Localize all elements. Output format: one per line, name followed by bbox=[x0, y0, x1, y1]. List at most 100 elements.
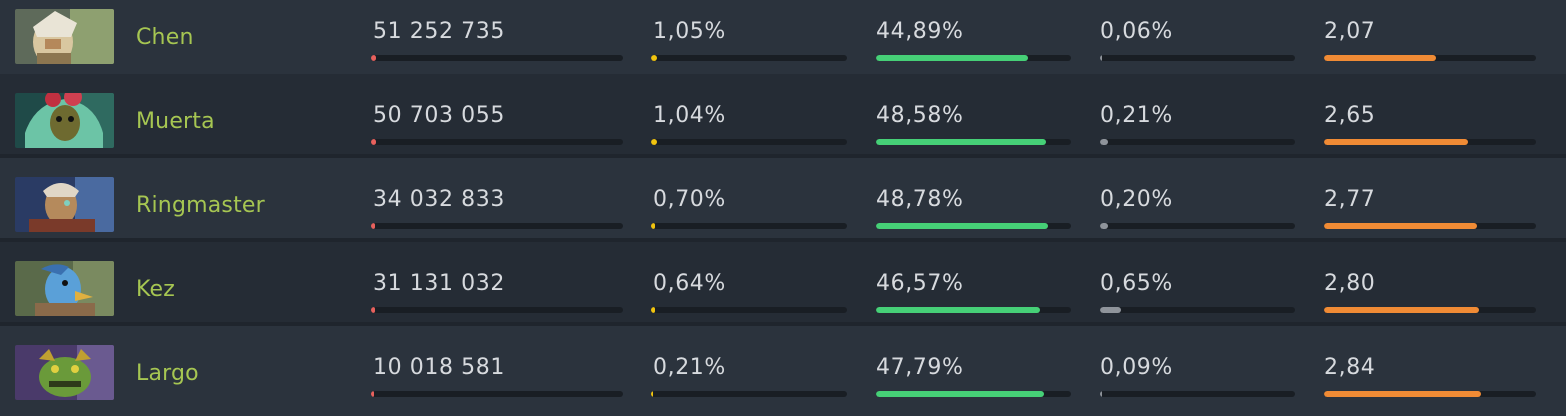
matches-cell: 31 131 032 bbox=[373, 272, 505, 296]
ban-rate-cell: 0,65% bbox=[1100, 272, 1173, 296]
hero-name[interactable]: Largo bbox=[136, 361, 199, 386]
kda-cell: 2,80 bbox=[1324, 272, 1375, 296]
win-rate-cell: 44,89% bbox=[876, 20, 964, 44]
hero-avatar[interactable] bbox=[15, 9, 114, 64]
win-rate-bar bbox=[876, 391, 1071, 397]
matches-bar bbox=[371, 307, 623, 313]
kda-bar-fill bbox=[1324, 223, 1477, 229]
kda-bar-fill bbox=[1324, 139, 1469, 145]
win-rate-bar-fill bbox=[876, 391, 1044, 397]
ban-rate-value: 0,09% bbox=[1100, 355, 1173, 380]
hero-name[interactable]: Ringmaster bbox=[136, 193, 265, 218]
hero-avatar[interactable] bbox=[15, 177, 114, 232]
ban-rate-bar-fill bbox=[1100, 223, 1108, 229]
matches-bar bbox=[371, 223, 623, 229]
ban-rate-cell: 0,20% bbox=[1100, 188, 1173, 212]
hero-avatar[interactable] bbox=[15, 345, 114, 400]
pick-rate-bar bbox=[651, 307, 847, 313]
win-rate-bar bbox=[876, 223, 1071, 229]
win-rate-bar-fill bbox=[876, 223, 1048, 229]
win-rate-bar-fill bbox=[876, 55, 1029, 61]
kda-bar-fill bbox=[1324, 55, 1437, 61]
pick-rate-cell: 1,04% bbox=[653, 104, 726, 128]
win-rate-value: 44,89% bbox=[876, 19, 964, 44]
pick-rate-cell: 1,05% bbox=[653, 20, 726, 44]
kez-portrait-icon bbox=[15, 261, 114, 316]
chen-portrait-icon bbox=[15, 9, 114, 64]
kda-value: 2,80 bbox=[1324, 271, 1376, 296]
win-rate-cell: 48,78% bbox=[876, 188, 964, 212]
hero-avatar[interactable] bbox=[15, 261, 114, 316]
kda-cell: 2,77 bbox=[1324, 188, 1375, 212]
ban-rate-bar bbox=[1100, 391, 1295, 397]
hero-name[interactable]: Muerta bbox=[136, 109, 215, 134]
pick-rate-bar-fill bbox=[651, 391, 654, 397]
ban-rate-bar bbox=[1100, 55, 1295, 61]
pick-rate-bar-fill bbox=[651, 55, 657, 61]
ban-rate-bar-fill bbox=[1100, 139, 1108, 145]
matches-bar bbox=[371, 55, 623, 61]
pick-rate-bar bbox=[651, 391, 847, 397]
win-rate-value: 47,79% bbox=[876, 355, 964, 380]
kda-value: 2,07 bbox=[1324, 19, 1376, 44]
table-row[interactable]: Chen 51 252 735 1,05% 44,89% 0,06% 2,07 bbox=[0, 0, 1566, 74]
ban-rate-cell: 0,09% bbox=[1100, 356, 1173, 380]
pick-rate-cell: 0,70% bbox=[653, 188, 726, 212]
ban-rate-value: 0,21% bbox=[1100, 103, 1173, 128]
matches-cell: 51 252 735 bbox=[373, 20, 505, 44]
table-row[interactable]: Muerta 50 703 055 1,04% 48,58% 0,21% 2,6… bbox=[0, 74, 1566, 154]
matches-value: 51 252 735 bbox=[373, 19, 505, 44]
win-rate-bar-fill bbox=[876, 139, 1046, 145]
ringmaster-portrait-icon bbox=[15, 177, 114, 232]
table-row[interactable]: Kez 31 131 032 0,64% 46,57% 0,65% 2,80 bbox=[0, 242, 1566, 322]
pick-rate-bar bbox=[651, 55, 847, 61]
kda-value: 2,84 bbox=[1324, 355, 1376, 380]
matches-value: 31 131 032 bbox=[373, 271, 505, 296]
matches-bar bbox=[371, 139, 623, 145]
pick-rate-bar-fill bbox=[651, 307, 655, 313]
win-rate-bar bbox=[876, 307, 1071, 313]
pick-rate-value: 0,21% bbox=[653, 355, 726, 380]
matches-cell: 34 032 833 bbox=[373, 188, 505, 212]
pick-rate-value: 0,64% bbox=[653, 271, 726, 296]
pick-rate-cell: 0,21% bbox=[653, 356, 726, 380]
pick-rate-cell: 0,64% bbox=[653, 272, 726, 296]
hero-name[interactable]: Kez bbox=[136, 277, 176, 302]
win-rate-cell: 46,57% bbox=[876, 272, 964, 296]
matches-bar-fill bbox=[371, 55, 377, 61]
win-rate-bar bbox=[876, 55, 1071, 61]
win-rate-value: 48,78% bbox=[876, 187, 964, 212]
matches-bar-fill bbox=[371, 307, 375, 313]
table-row[interactable]: Largo 10 018 581 0,21% 47,79% 0,09% 2,84 bbox=[0, 326, 1566, 416]
table-row[interactable]: Ringmaster 34 032 833 0,70% 48,78% 0,20%… bbox=[0, 158, 1566, 238]
pick-rate-value: 0,70% bbox=[653, 187, 726, 212]
kda-bar bbox=[1324, 391, 1536, 397]
largo-portrait-icon bbox=[15, 345, 114, 400]
pick-rate-value: 1,04% bbox=[653, 103, 726, 128]
matches-bar-fill bbox=[371, 223, 375, 229]
win-rate-value: 48,58% bbox=[876, 103, 964, 128]
hero-avatar[interactable] bbox=[15, 93, 114, 148]
hero-name[interactable]: Chen bbox=[136, 25, 194, 50]
ban-rate-value: 0,65% bbox=[1100, 271, 1173, 296]
win-rate-value: 46,57% bbox=[876, 271, 964, 296]
matches-bar bbox=[371, 391, 623, 397]
kda-bar bbox=[1324, 307, 1536, 313]
kda-cell: 2,84 bbox=[1324, 356, 1375, 380]
ban-rate-bar bbox=[1100, 223, 1295, 229]
ban-rate-value: 0,06% bbox=[1100, 19, 1173, 44]
ban-rate-bar-fill bbox=[1100, 391, 1103, 397]
matches-cell: 50 703 055 bbox=[373, 104, 505, 128]
ban-rate-bar bbox=[1100, 307, 1295, 313]
pick-rate-value: 1,05% bbox=[653, 19, 726, 44]
kda-bar-fill bbox=[1324, 307, 1479, 313]
kda-bar bbox=[1324, 139, 1536, 145]
pick-rate-bar bbox=[651, 139, 847, 145]
matches-value: 10 018 581 bbox=[373, 355, 505, 380]
pick-rate-bar-fill bbox=[651, 139, 657, 145]
muerta-portrait-icon bbox=[15, 93, 114, 148]
ban-rate-bar bbox=[1100, 139, 1295, 145]
win-rate-cell: 47,79% bbox=[876, 356, 964, 380]
kda-cell: 2,07 bbox=[1324, 20, 1375, 44]
